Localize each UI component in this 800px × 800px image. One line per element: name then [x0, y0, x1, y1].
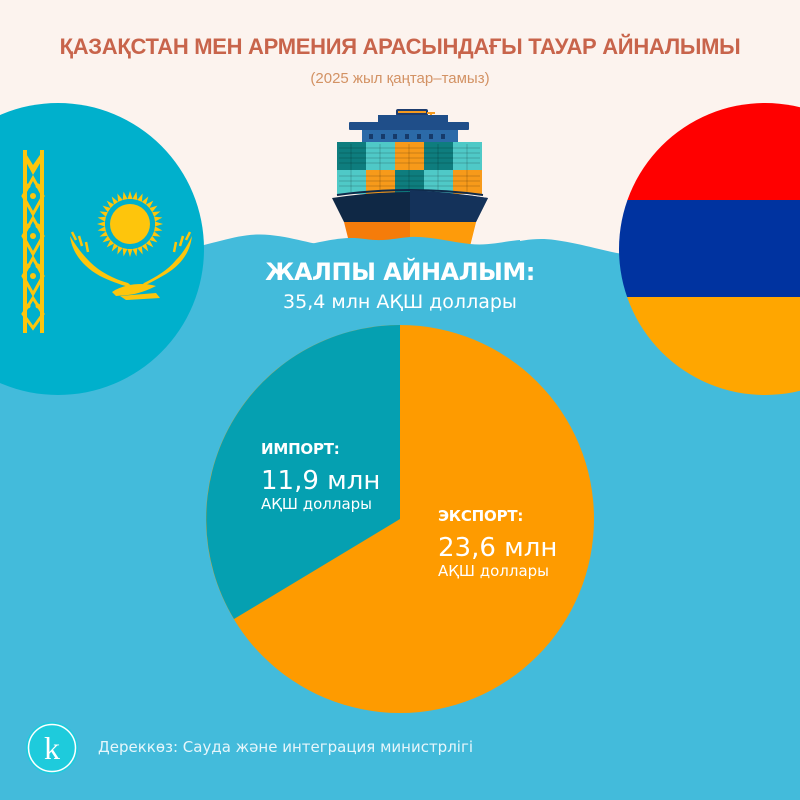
- total-turnover-label: ЖАЛПЫ АЙНАЛЫМ:: [265, 258, 535, 286]
- cargo-ship-icon: [332, 109, 488, 246]
- export-value: 23,6 млн: [438, 533, 558, 563]
- import-slice: [206, 325, 400, 619]
- total-turnover-value: 35,4 млн АҚШ доллары: [283, 291, 517, 313]
- import-unit: АҚШ доллары: [261, 495, 372, 513]
- eagle-icon: [70, 231, 192, 300]
- page-subtitle: (2025 жыл қаңтар–тамыз): [310, 70, 490, 87]
- ornament-icon: [21, 150, 45, 333]
- pie-chart: [206, 325, 594, 713]
- import-label: ИМПОРТ:: [261, 440, 340, 458]
- sun-icon: [97, 191, 163, 257]
- kapital-logo-icon: k: [26, 722, 78, 774]
- export-label: ЭКСПОРТ:: [438, 507, 524, 525]
- export-label-group: ЭКСПОРТ: 23,6 млн АҚШ доллары: [438, 507, 557, 580]
- kazakhstan-flag: [0, 103, 204, 395]
- armenia-flag: [619, 103, 800, 395]
- svg-text:k: k: [44, 730, 60, 766]
- export-unit: АҚШ доллары: [438, 562, 549, 580]
- import-value: 11,9 млн: [261, 466, 381, 496]
- import-label-group: ИМПОРТ: 11,9 млн АҚШ доллары: [261, 440, 380, 513]
- source-note: Дереккөз: Сауда және интеграция министрл…: [98, 738, 474, 756]
- page-title: ҚАЗАҚСТАН МЕН АРМЕНИЯ АРАСЫНДАҒЫ ТАУАР А…: [59, 34, 741, 59]
